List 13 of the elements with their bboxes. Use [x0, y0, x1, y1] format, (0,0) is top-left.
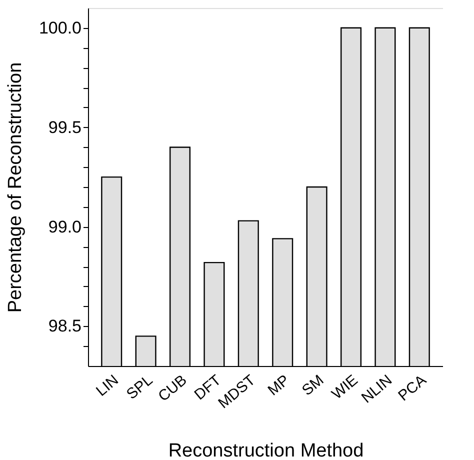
x-tick-label: SM: [298, 372, 328, 400]
x-tick-label: CUB: [155, 372, 190, 406]
y-tick-label: 99.5: [48, 118, 82, 137]
x-tick-label: MP: [264, 372, 293, 400]
x-axis-title: Reconstruction Method: [168, 440, 364, 460]
x-tick-label: WIE: [328, 372, 362, 403]
y-axis-title: Percentage of Reconstruction: [4, 62, 26, 313]
x-tick-label: SPL: [123, 372, 156, 403]
y-tick-label: 99.0: [48, 217, 82, 236]
x-tick-label: LIN: [93, 372, 122, 400]
y-tick-label: 98.5: [48, 316, 82, 336]
x-tick-label: PCA: [395, 372, 430, 405]
y-tick-label: 100.0: [38, 18, 82, 38]
